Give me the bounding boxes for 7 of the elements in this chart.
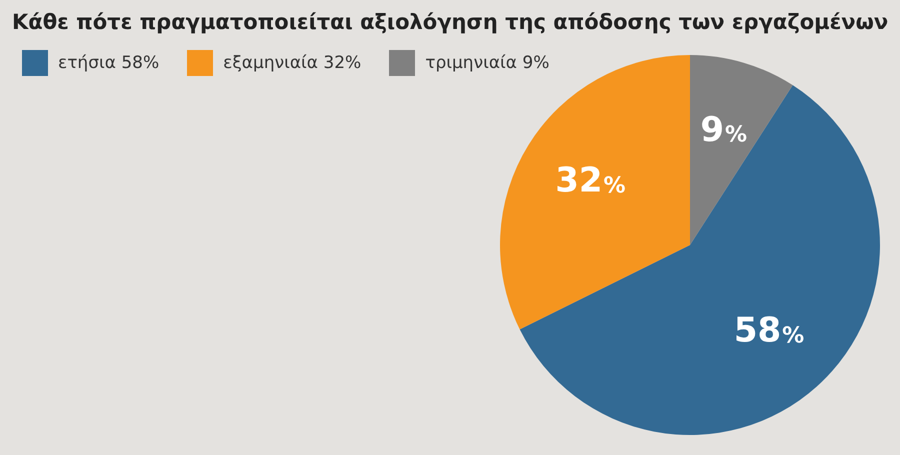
legend-label: τριμηνιαία 9% — [425, 53, 550, 73]
data-label: 9% — [700, 110, 748, 150]
legend-label: εξαμηνιαία 32% — [223, 53, 362, 73]
data-label: 32% — [555, 160, 626, 201]
legend-label: ετήσια 58% — [58, 53, 160, 73]
data-label: 58% — [734, 310, 804, 351]
chart-title: Κάθε πότε πραγματοποιείται αξιολόγηση της απόδοσης των εργαζομένων — [12, 10, 888, 34]
